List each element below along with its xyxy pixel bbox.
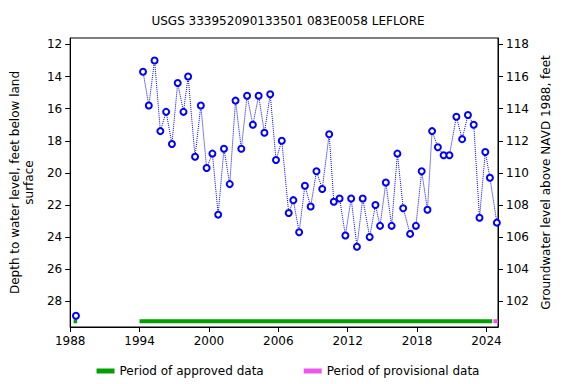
svg-text:118: 118 [506, 37, 529, 51]
svg-text:104: 104 [506, 262, 529, 276]
svg-text:116: 116 [506, 70, 529, 84]
svg-text:14: 14 [47, 70, 62, 84]
svg-text:2012: 2012 [332, 334, 363, 348]
svg-text:112: 112 [506, 134, 529, 148]
svg-text:22: 22 [47, 198, 62, 212]
svg-text:Depth to water level, feet bel: Depth to water level, feet below land [8, 71, 22, 294]
svg-text:2006: 2006 [263, 334, 294, 348]
svg-text:1988: 1988 [55, 334, 86, 348]
svg-text:surface: surface [22, 160, 36, 204]
svg-text:102: 102 [506, 294, 529, 308]
svg-text:Groundwater level above NAVD 1: Groundwater level above NAVD 1988, feet [539, 55, 553, 310]
svg-text:Period of provisional data: Period of provisional data [327, 364, 480, 378]
svg-text:110: 110 [506, 166, 529, 180]
svg-text:26: 26 [47, 262, 62, 276]
svg-text:114: 114 [506, 102, 529, 116]
svg-text:18: 18 [47, 134, 62, 148]
svg-text:108: 108 [506, 198, 529, 212]
svg-text:28: 28 [47, 294, 62, 308]
svg-text:2024: 2024 [471, 334, 502, 348]
svg-text:1994: 1994 [124, 334, 155, 348]
svg-text:USGS 333952090133501 083E0058: USGS 333952090133501 083E0058 LEFLORE [151, 14, 424, 28]
svg-text:2000: 2000 [194, 334, 225, 348]
svg-text:16: 16 [47, 102, 62, 116]
svg-text:2018: 2018 [402, 334, 433, 348]
svg-text:106: 106 [506, 230, 529, 244]
svg-text:20: 20 [47, 166, 62, 180]
svg-text:24: 24 [47, 230, 62, 244]
svg-text:12: 12 [47, 37, 62, 51]
svg-text:Period of approved data: Period of approved data [120, 364, 264, 378]
